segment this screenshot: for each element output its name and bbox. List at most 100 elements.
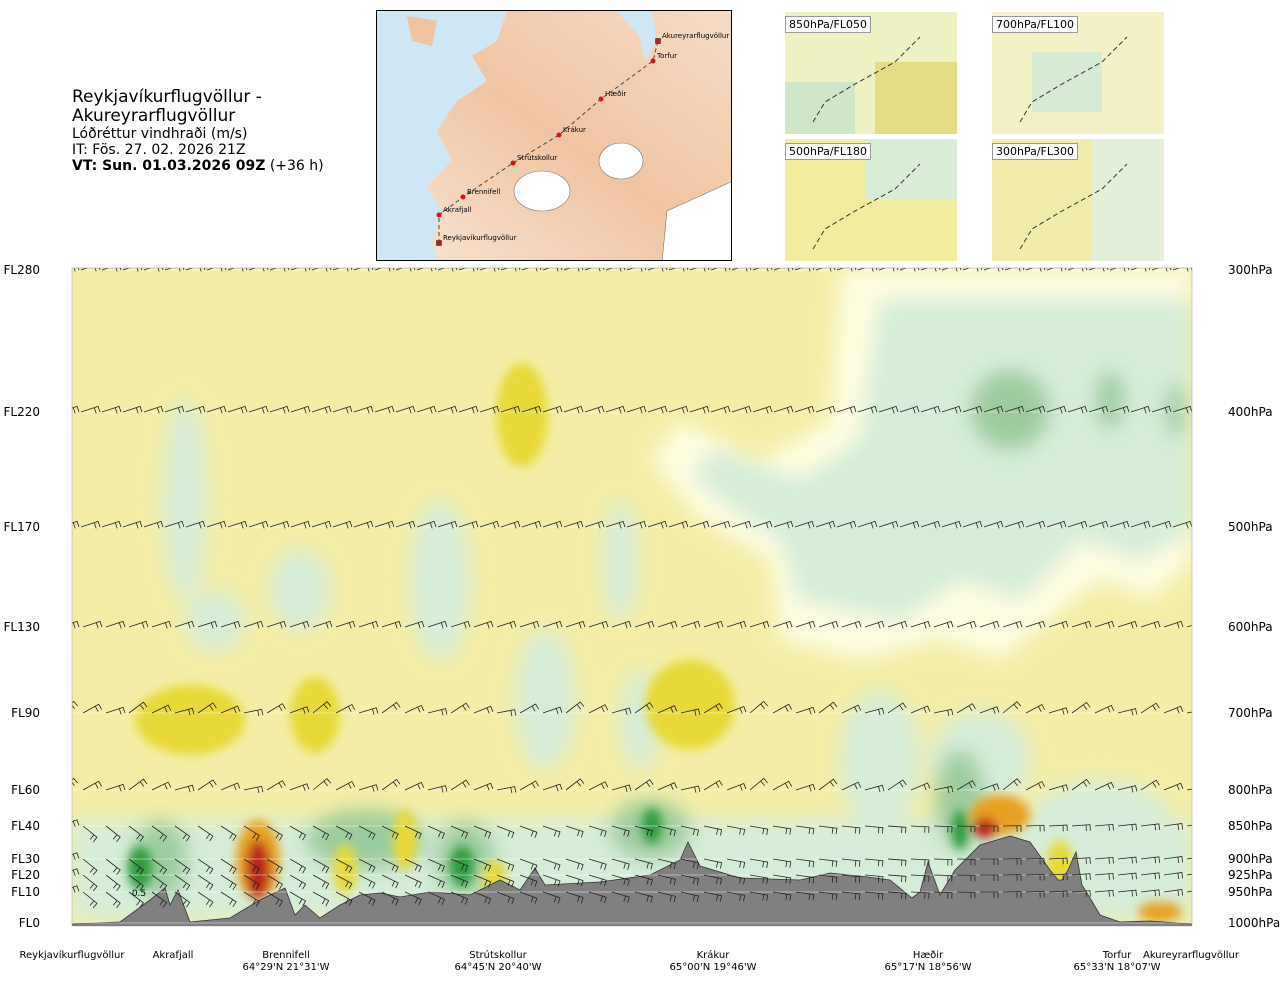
- wind-barb: [82, 858, 98, 876]
- wind-barb: [473, 874, 492, 888]
- wind-barb: [220, 782, 241, 791]
- wind-barb: [374, 520, 395, 529]
- mini-map-500-label: 500hPa/FL180: [785, 143, 872, 160]
- wind-barb: [878, 405, 899, 414]
- wind-barb: [82, 620, 103, 629]
- wind-barb: [174, 707, 195, 716]
- wind-barb: [689, 520, 710, 529]
- wind-barb: [335, 825, 353, 840]
- wind-barb: [1140, 872, 1160, 880]
- wind-barb: [151, 704, 172, 714]
- wind-barb: [611, 620, 632, 629]
- valid-time: VT: Sun. 01.03.2026 09Z (+36 h): [72, 158, 372, 175]
- wind-barb: [427, 785, 448, 793]
- wind-barb: [657, 620, 678, 629]
- wind-barb: [841, 891, 861, 900]
- waypoint-label: Torfur: [656, 52, 677, 60]
- wind-barb: [703, 779, 723, 791]
- wind-barb: [105, 620, 126, 629]
- contour-annotation: 0.5: [132, 889, 146, 899]
- wind-barb: [311, 405, 332, 414]
- wind-barb: [243, 874, 260, 890]
- waypoint-marker: [655, 38, 661, 44]
- wind-barb: [933, 874, 953, 882]
- wind-barb: [920, 520, 941, 529]
- wind-barb: [1094, 781, 1115, 791]
- wind-barb: [1094, 856, 1114, 864]
- wind-barb: [726, 705, 747, 714]
- wind-barb: [128, 701, 148, 714]
- wind-barb: [473, 620, 494, 629]
- wind-barb: [726, 858, 746, 869]
- waypoint-label: Hæðir: [605, 90, 626, 98]
- wind-barb: [956, 874, 976, 882]
- location-name: Strútskollur: [469, 950, 527, 961]
- wind-barb: [450, 779, 470, 791]
- level-label-left: FL10: [11, 885, 40, 899]
- plot-frame: [71, 267, 1193, 927]
- wind-barb: [437, 520, 458, 529]
- wind-barb: [1194, 521, 1213, 528]
- wind-barb: [358, 784, 379, 792]
- location-label: Strútskollur 64°45'N 20°40'W: [438, 950, 558, 974]
- wind-barb: [1046, 520, 1067, 529]
- wind-barb: [910, 858, 930, 866]
- wind-barb: [565, 825, 584, 838]
- wind-barb: [479, 520, 500, 529]
- wind-barb: [818, 778, 838, 791]
- wind-barb: [185, 405, 206, 414]
- wind-barb: [519, 825, 538, 838]
- wind-barb: [818, 874, 838, 884]
- wind-barb: [72, 520, 80, 529]
- wind-barb: [80, 405, 101, 414]
- wind-barb: [151, 874, 168, 891]
- wind-barb: [841, 874, 861, 883]
- location-label: Akureyrarflugvöllur: [1131, 950, 1251, 962]
- waypoint-label: Akureyrarflugvöllur: [662, 32, 729, 40]
- wind-barb: [427, 620, 448, 629]
- wind-barb: [887, 891, 907, 900]
- wind-barb: [197, 702, 217, 714]
- wind-barb: [312, 825, 330, 841]
- wind-barb: [956, 620, 977, 629]
- wind-barb: [473, 858, 492, 872]
- route-map: Akureyrarflugvöllur Torfur Hæðir Krákur Strú…: [376, 10, 732, 261]
- location-coord: 64°45'N 20°40'W: [454, 962, 542, 973]
- wind-barb: [243, 785, 264, 794]
- wind-barb: [647, 405, 668, 414]
- wind-barb: [1071, 873, 1091, 881]
- level-label-left: FL130: [3, 620, 41, 634]
- wind-barb: [374, 405, 395, 414]
- location-name: Hæðir: [912, 950, 944, 961]
- wind-barb: [887, 702, 907, 714]
- wind-barb: [1071, 701, 1091, 714]
- wind-barb: [1117, 856, 1137, 864]
- wind-barb: [836, 520, 857, 529]
- mini-map-300-label: 300hPa/FL300: [992, 143, 1079, 160]
- route-waypoints: Akureyrarflugvöllur Torfur Hæðir Krákur Strú…: [436, 32, 729, 246]
- wind-barb: [312, 858, 330, 874]
- wind-barb: [243, 858, 260, 874]
- wind-barb: [731, 520, 752, 529]
- wind-barb: [381, 778, 401, 791]
- wind-barb: [1140, 889, 1160, 897]
- level-label-left: FL90: [11, 706, 40, 720]
- wind-barb: [1046, 405, 1067, 414]
- wind-barb: [933, 891, 953, 899]
- wind-barb: [395, 405, 416, 414]
- wind-barb: [105, 825, 121, 843]
- wind-barb: [980, 874, 999, 881]
- wind-barb: [864, 858, 884, 867]
- wind-barb: [1048, 784, 1069, 792]
- wind-barb: [72, 777, 78, 786]
- wind-barb: [72, 700, 78, 709]
- wind-barb: [1048, 890, 1068, 898]
- wind-barb: [72, 868, 80, 876]
- wind-barb: [312, 701, 332, 714]
- wind-barb: [542, 874, 561, 887]
- wind-barb: [1002, 778, 1022, 791]
- level-label-right: 1000hPa: [1228, 916, 1280, 930]
- waypoint-marker: [556, 132, 562, 138]
- wind-barb: [703, 702, 723, 714]
- wind-barb: [726, 825, 746, 836]
